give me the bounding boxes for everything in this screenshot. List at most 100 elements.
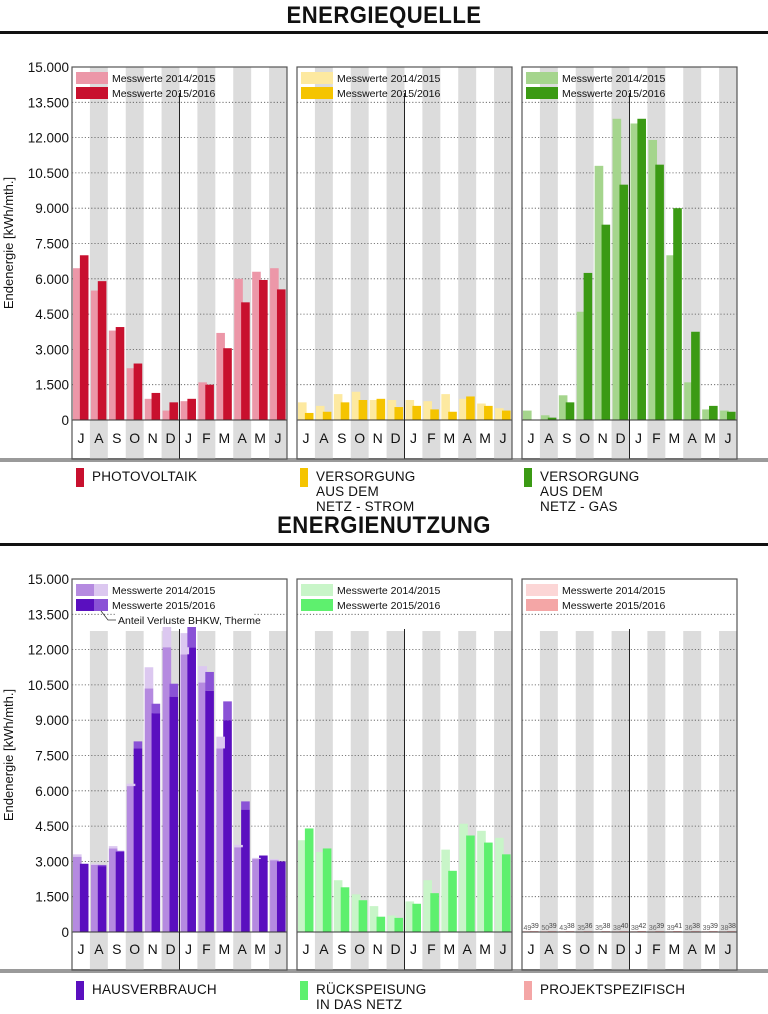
x-tick-label: J xyxy=(500,941,507,957)
bar-2015-2016 xyxy=(501,854,511,932)
x-tick-label: J xyxy=(725,941,732,957)
legend-swatch-loss-2015-2016 xyxy=(94,599,108,611)
bar-2015-2016 xyxy=(565,402,575,420)
y-tick-label: 15.000 xyxy=(28,572,69,587)
legend-label-gas: VERSORGUNG AUS DEM NETZ - GAS xyxy=(540,469,640,514)
bar-2015-2016 xyxy=(133,363,143,420)
data-label-2015-2016: 36 xyxy=(585,923,593,930)
bar-2014-2015 xyxy=(270,268,279,420)
bar-2014-2015 xyxy=(387,399,397,420)
y-tick-label: 7.500 xyxy=(35,749,69,764)
chart-panel: 49 39 50 39 43 38 35 36 35 38 38 40 38 42 36 39 39 41 36 38… xyxy=(521,578,738,971)
bar-2014-2015 xyxy=(558,395,568,420)
bar-2014-2015 xyxy=(405,399,415,420)
bar-2014-2015 xyxy=(126,786,136,932)
bar-loss-2014-2015 xyxy=(108,846,118,849)
divider-rule-usage xyxy=(0,969,768,973)
bar-2015-2016 xyxy=(259,279,268,420)
y-tick-label: 13.500 xyxy=(28,607,69,622)
bar-2015-2016 xyxy=(340,402,350,420)
bar-2014-2015 xyxy=(477,830,486,932)
bar-2015-2016 xyxy=(322,848,332,932)
month-band xyxy=(719,67,737,459)
legend-label-2015-2016: Messwerte 2015/2016 xyxy=(112,600,215,612)
bar-2015-2016 xyxy=(601,224,611,420)
bar-2015-2016 xyxy=(501,410,511,420)
data-label-2014-2015: 38 xyxy=(613,925,621,932)
bar-2014-2015 xyxy=(405,901,415,932)
bar-2014-2015 xyxy=(459,398,468,420)
bar-2015-2016 xyxy=(358,399,368,420)
x-tick-label: J xyxy=(527,430,534,446)
data-label-2015-2016: 38 xyxy=(603,923,611,930)
x-tick-label: M xyxy=(704,430,716,446)
x-tick-label: D xyxy=(165,430,175,446)
legend-swatch-2014-2015 xyxy=(526,584,558,596)
x-tick-label: A xyxy=(94,941,104,957)
data-label-2014-2015: 35 xyxy=(577,925,585,932)
x-tick-label: N xyxy=(373,941,383,957)
data-label-2014-2015: 38 xyxy=(631,925,639,932)
x-tick-label: O xyxy=(579,430,590,446)
x-tick-label: J xyxy=(185,430,192,446)
x-tick-label: F xyxy=(427,430,436,446)
x-tick-label: N xyxy=(373,430,383,446)
bar-2014-2015 xyxy=(108,330,118,420)
y-tick-label: 7.500 xyxy=(35,237,69,252)
month-band xyxy=(539,631,558,970)
panel-frame xyxy=(296,578,513,971)
x-tick-label: A xyxy=(544,430,554,446)
legend-label-2015-2016: Messwerte 2015/2016 xyxy=(112,88,215,100)
bar-2014-2015 xyxy=(90,864,100,932)
bar-2015-2016 xyxy=(358,900,368,932)
x-tick-label: A xyxy=(319,430,329,446)
x-tick-label: F xyxy=(652,941,661,957)
legend-label-2014-2015: Messwerte 2014/2015 xyxy=(337,73,440,85)
data-label-2014-2015: 36 xyxy=(685,925,693,932)
legend-label-strom: VERSORGUNG AUS DEM NETZ - STROM xyxy=(316,469,416,514)
bar-2014-2015 xyxy=(315,405,325,420)
bar-2014-2015 xyxy=(234,847,243,932)
legend-swatch-2015-2016 xyxy=(76,599,94,611)
bar-2014-2015 xyxy=(523,410,532,420)
legend-label-2014-2015: Messwerte 2014/2015 xyxy=(112,585,215,597)
bar-loss-2014-2015 xyxy=(198,666,208,683)
x-tick-label: M xyxy=(668,941,680,957)
bar-2015-2016 xyxy=(448,411,457,420)
bar-2015-2016 xyxy=(79,863,89,932)
bar-2014-2015 xyxy=(198,682,208,932)
x-tick-label: A xyxy=(319,941,329,957)
legend-label-hausverbrauch: HAUSVERBRAUCH xyxy=(92,982,217,997)
bar-2014-2015 xyxy=(216,748,225,932)
bar-2014-2015 xyxy=(387,915,397,932)
y-tick-label: 1.500 xyxy=(35,890,69,905)
bar-loss-2014-2015 xyxy=(270,859,279,861)
bar-2015-2016 xyxy=(322,411,332,420)
month-band xyxy=(647,631,666,970)
legend-swatch-2014-2015 xyxy=(526,72,558,84)
x-tick-label: J xyxy=(527,941,534,957)
y-tick-label: 0 xyxy=(61,925,69,940)
data-label-2014-2015: 36 xyxy=(649,925,657,932)
legend-label-2014-2015: Messwerte 2014/2015 xyxy=(562,73,665,85)
bar-2014-2015 xyxy=(144,688,154,932)
bar-2015-2016 xyxy=(241,302,250,420)
bar-2015-2016 xyxy=(304,412,314,420)
y-tick-label: 6.000 xyxy=(35,272,69,287)
bar-2015-2016 xyxy=(394,917,404,932)
x-tick-label: A xyxy=(94,430,104,446)
bar-2015-2016 xyxy=(466,835,475,932)
panel-frame xyxy=(296,66,513,460)
x-tick-label: J xyxy=(77,430,84,446)
legend-swatch-2014-2015 xyxy=(301,584,333,596)
bar-2014-2015 xyxy=(351,894,361,932)
x-tick-label: F xyxy=(202,941,211,957)
bar-2014-2015 xyxy=(648,139,658,420)
x-tick-label: M xyxy=(668,430,680,446)
bar-loss-2015-2016 xyxy=(205,671,214,691)
bar-2014-2015 xyxy=(441,394,450,420)
legend-swatch-gas xyxy=(524,468,532,487)
x-tick-label: D xyxy=(390,941,400,957)
x-tick-label: J xyxy=(302,941,309,957)
